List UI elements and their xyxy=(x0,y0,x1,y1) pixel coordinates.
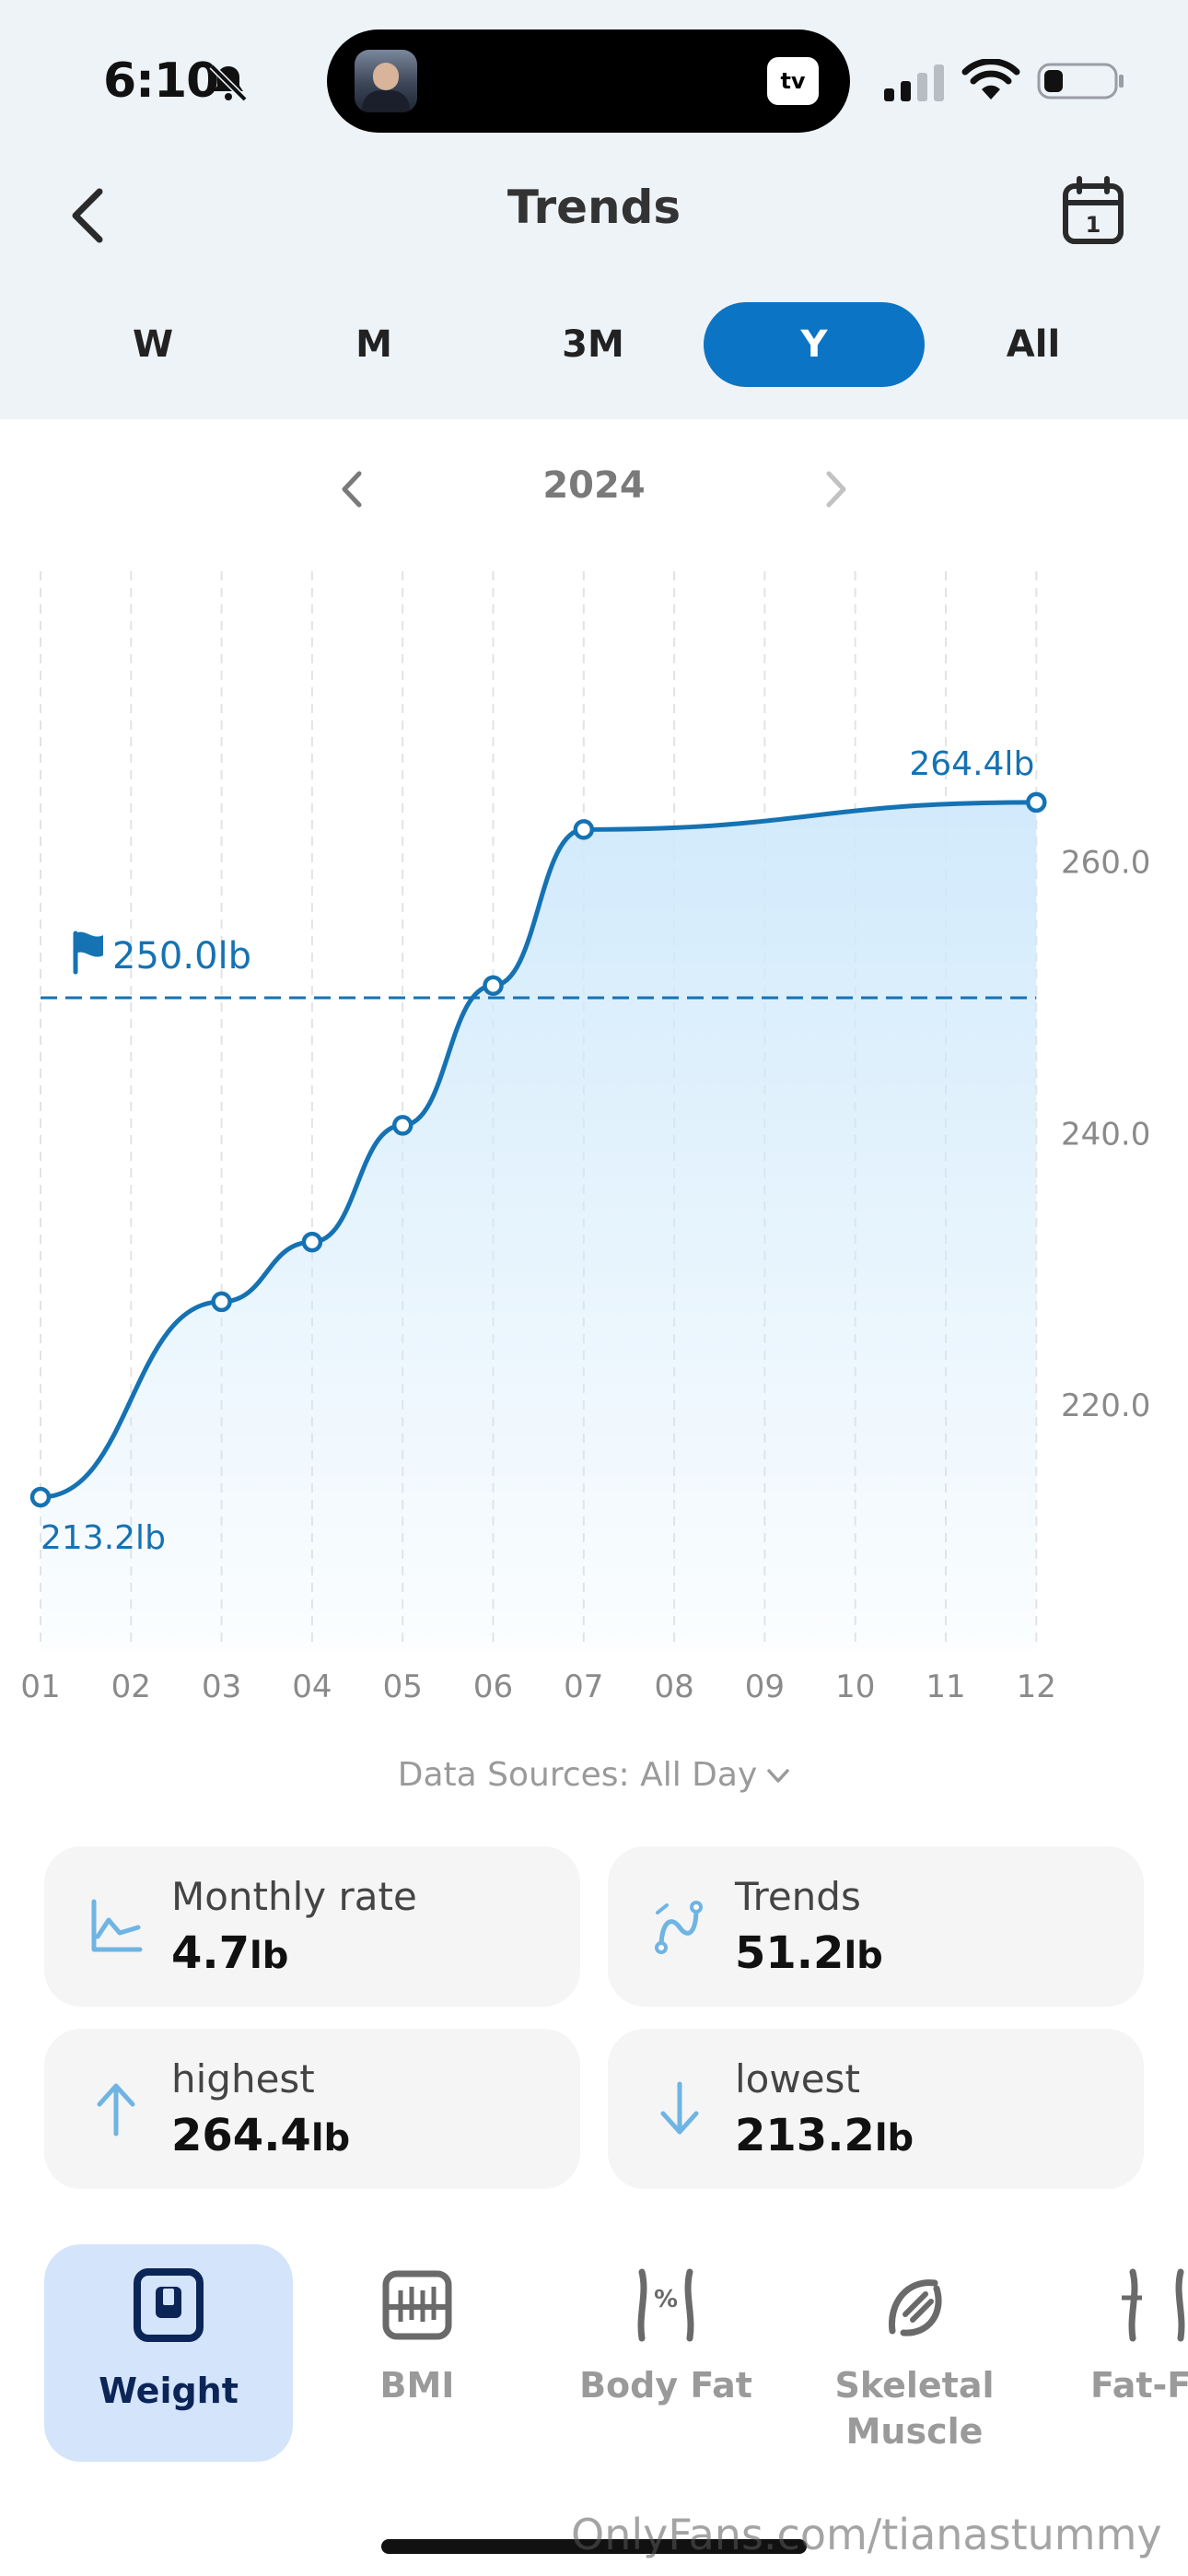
metric-tab-fat-free-mass[interactable]: Fat-Fr Mas xyxy=(1039,2244,1188,2462)
silent-bell-icon xyxy=(209,64,248,102)
tab-week[interactable]: W xyxy=(132,323,174,366)
chevron-down-icon xyxy=(767,1769,790,1783)
dynamic-island[interactable]: tv xyxy=(327,29,850,133)
x-tick-11: 11 xyxy=(926,1669,965,1705)
svg-text:%: % xyxy=(654,2286,678,2313)
highest-value: 264.4lb xyxy=(171,2110,351,2161)
status-time: 6:10 xyxy=(103,53,219,109)
tab-all[interactable]: All xyxy=(1006,323,1061,366)
tab-month[interactable]: M xyxy=(355,323,392,366)
chart-canvas: 250.0lb 220.0 240.0 260.0 01 02 03 04 05 06 07 08… xyxy=(20,571,1150,1705)
data-point-04 xyxy=(301,1231,323,1253)
y-tick-240.0: 240.0 xyxy=(1061,1116,1150,1153)
trend-path-icon xyxy=(655,1901,703,1954)
weight-series-line xyxy=(40,800,1037,1500)
x-tick-01: 01 xyxy=(20,1669,60,1705)
data-point-07 xyxy=(573,819,595,840)
metric-label-weight: Weight xyxy=(99,2371,239,2411)
metric-label-body-fat: Body Fat xyxy=(579,2365,752,2406)
metric-tab-body-fat[interactable]: % Body Fat xyxy=(542,2244,790,2462)
data-point-06 xyxy=(483,975,504,996)
metric-label-bmi: BMI xyxy=(379,2365,455,2406)
tab-3-months[interactable]: 3M xyxy=(562,323,624,366)
trends-value: 51.2lb xyxy=(735,1927,883,1979)
metric-tab-skeletal-muscle[interactable]: Skeletal Muscle xyxy=(790,2244,1039,2462)
start-value-label: 213.2lb xyxy=(41,1519,166,1557)
x-tick-06: 06 xyxy=(473,1669,513,1705)
x-tick-07: 07 xyxy=(564,1669,603,1705)
x-tick-12: 12 xyxy=(1017,1669,1056,1705)
calendar-icon[interactable]: 1 xyxy=(1061,175,1125,245)
previous-year-icon[interactable] xyxy=(333,466,370,512)
highest-card: highest 264.4lb xyxy=(44,2029,580,2189)
monthly-rate-card: Monthly rate 4.7lb xyxy=(44,1846,580,2007)
home-indicator[interactable] xyxy=(381,2539,807,2554)
x-tick-09: 09 xyxy=(745,1669,785,1705)
metric-tab-weight[interactable]: Weight xyxy=(44,2244,293,2462)
weight-trend-chart[interactable]: 250.0lb 220.0 240.0 260.0 01 02 03 04 05 06 07 08… xyxy=(0,553,1188,1714)
trends-label: Trends xyxy=(735,1874,861,1919)
back-chevron-icon[interactable] xyxy=(59,181,114,251)
x-tick-04: 04 xyxy=(292,1669,332,1705)
battery-icon xyxy=(1037,63,1124,100)
next-year-icon[interactable] xyxy=(818,466,855,512)
x-tick-02: 02 xyxy=(111,1669,151,1705)
page-title: Trends xyxy=(507,181,681,234)
period-tabs: W M 3M Y All xyxy=(0,302,1188,387)
data-point-05 xyxy=(391,1115,413,1136)
arrow-down-icon xyxy=(660,2081,699,2135)
goal-flag-icon xyxy=(73,931,103,975)
data-sources-label: Data Sources: All Day xyxy=(397,1756,758,1794)
lowest-value: 213.2lb xyxy=(735,2110,914,2161)
lowest-card: lowest 213.2lb xyxy=(608,2029,1144,2189)
watermark-text: OnlyFans.com/tianastummy xyxy=(571,2510,1162,2559)
now-playing-artwork xyxy=(355,50,417,112)
x-tick-08: 08 xyxy=(654,1669,693,1705)
chart-area-fill xyxy=(41,802,1037,1649)
y-tick-220.0: 220.0 xyxy=(1061,1388,1150,1424)
metric-label-skeletal-muscle: Skeletal Muscle xyxy=(834,2365,995,2452)
data-point-12 xyxy=(1026,791,1047,814)
metric-tab-bmi[interactable]: BMI xyxy=(293,2244,542,2462)
tab-year[interactable]: Y xyxy=(704,302,925,387)
x-tick-10: 10 xyxy=(835,1669,875,1705)
bmi-icon xyxy=(382,2270,452,2340)
rate-chart-icon xyxy=(91,1899,143,1952)
end-value-label: 264.4lb xyxy=(909,745,1034,783)
data-point-01 xyxy=(29,1486,52,1508)
metric-label-fat-free-mass: Fat-Fr Mas xyxy=(1090,2365,1188,2406)
goal-label: 250.0lb xyxy=(112,935,251,978)
x-tick-03: 03 xyxy=(202,1669,241,1705)
trends-card: Trends 51.2lb xyxy=(608,1846,1144,2007)
body-fat-icon: % xyxy=(637,2268,694,2342)
apple-tv-icon: tv xyxy=(767,57,819,105)
wifi-icon xyxy=(961,59,1020,100)
year-label: 2024 xyxy=(542,464,646,507)
arrow-up-icon xyxy=(97,2083,135,2137)
weight-scale-icon xyxy=(134,2268,204,2342)
cellular-signal-icon xyxy=(884,64,944,101)
x-tick-05: 05 xyxy=(383,1669,423,1705)
svg-text:1: 1 xyxy=(1086,212,1101,238)
lowest-label: lowest xyxy=(735,2056,860,2102)
highest-label: highest xyxy=(171,2056,315,2102)
monthly-rate-value: 4.7lb xyxy=(171,1927,289,1979)
skeletal-muscle-icon xyxy=(889,2279,942,2336)
y-tick-260.0: 260.0 xyxy=(1061,845,1150,882)
fat-free-mass-icon xyxy=(1122,2268,1185,2342)
monthly-rate-label: Monthly rate xyxy=(171,1874,417,1919)
data-point-03 xyxy=(211,1291,232,1313)
data-sources-selector[interactable]: Data Sources: All Day xyxy=(0,1756,1188,1794)
